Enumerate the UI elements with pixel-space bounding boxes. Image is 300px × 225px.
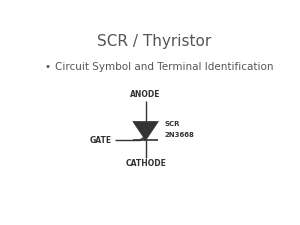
- Text: ANODE: ANODE: [130, 90, 161, 99]
- Text: GATE: GATE: [90, 136, 112, 145]
- Text: •: •: [44, 62, 50, 72]
- Text: SCR: SCR: [164, 121, 180, 127]
- Text: SCR / Thyristor: SCR / Thyristor: [97, 34, 211, 49]
- Text: Circuit Symbol and Terminal Identification: Circuit Symbol and Terminal Identificati…: [55, 62, 273, 72]
- Text: 2N3668: 2N3668: [164, 132, 194, 138]
- Polygon shape: [133, 122, 158, 140]
- Text: CATHODE: CATHODE: [125, 159, 166, 168]
